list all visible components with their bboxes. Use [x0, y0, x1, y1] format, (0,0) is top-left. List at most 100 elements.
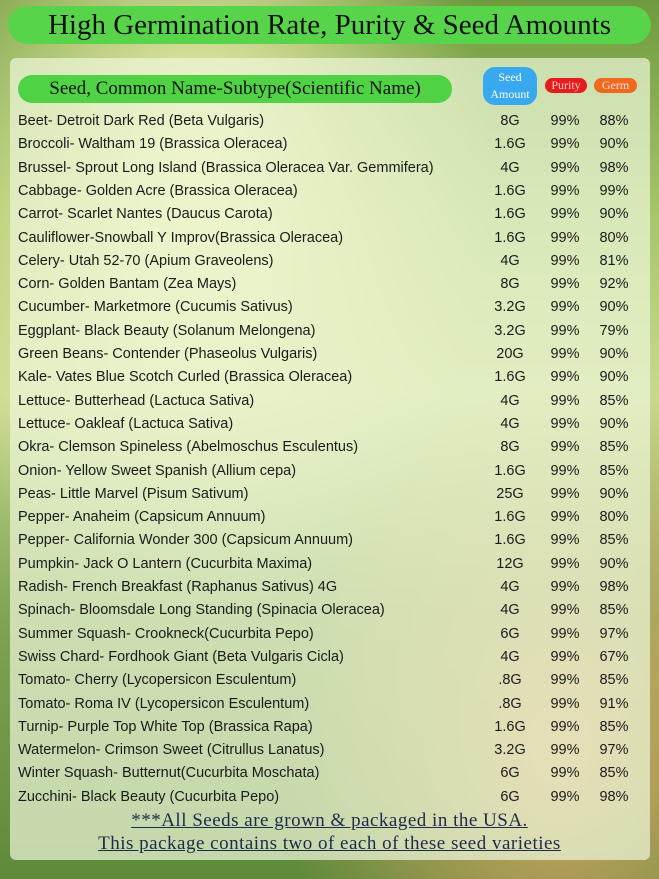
table-cell: 6G: [500, 788, 520, 805]
table-cell: 1.6G: [494, 532, 526, 549]
table-cell: 85%: [599, 532, 629, 549]
table-cell: 79%: [599, 322, 629, 339]
table-cell: 90%: [599, 369, 629, 386]
table-cell: 4G: [500, 252, 520, 269]
table-cell: 99%: [550, 648, 580, 665]
table-cell: 90%: [599, 346, 629, 362]
table-cell: 1.6G: [494, 136, 526, 153]
table-cell: 99%: [550, 485, 580, 502]
seed-name: Celery- Utah 52-70 (Apium Graveolens): [18, 252, 274, 269]
table-cell: 80%: [599, 509, 629, 526]
table-cell: 8G: [500, 113, 520, 129]
table-cell: 6G: [500, 625, 520, 642]
table-cell: 85%: [599, 392, 629, 409]
table-cell: 3.2G: [494, 322, 526, 339]
table-cell: 99%: [550, 695, 580, 712]
table-cell: 99%: [550, 555, 580, 572]
table-cell: 99%: [599, 182, 629, 199]
seed-name: Cucumber- Marketmore (Cucumis Sativus): [18, 299, 293, 316]
table-cell: 98%: [599, 159, 629, 176]
table-cell: 90%: [599, 555, 629, 572]
table-cell: 1.6G: [494, 182, 526, 199]
table-cell: 99%: [550, 136, 580, 153]
seed-name: Broccoli- Waltham 19 (Brassica Oleracea): [18, 136, 288, 153]
table-cell: 99%: [550, 439, 580, 456]
table-cell: 85%: [599, 672, 629, 689]
table-cell: 4G: [500, 648, 520, 665]
table-cell: 99%: [550, 346, 580, 362]
table-cell: 99%: [550, 602, 580, 619]
seed-name: Lettuce- Oakleaf (Lactuca Sativa): [18, 415, 234, 432]
table-cell: 97%: [599, 742, 629, 759]
table-cell: 99%: [550, 532, 580, 549]
title: High Germination Rate, Purity & Seed Amo…: [8, 6, 651, 44]
table-cell: 99%: [550, 159, 580, 176]
table-cell: 99%: [550, 322, 580, 339]
table-cell: 99%: [550, 742, 580, 759]
table-cell: 1.6G: [494, 206, 526, 223]
table-cell: 99%: [550, 718, 580, 735]
seed-name: Pumpkin- Jack O Lantern (Cucurbita Maxim…: [18, 555, 313, 572]
seed-name: Peas- Little Marvel (Pisum Sativum): [18, 485, 249, 502]
table-cell: 97%: [599, 625, 629, 642]
seed-name: Eggplant- Black Beauty (Solanum Melongen…: [18, 322, 316, 339]
table-cell: 6G: [500, 765, 520, 782]
table-cell: 90%: [599, 415, 629, 432]
seed-name: Pepper- California Wonder 300 (Capsicum …: [18, 532, 354, 549]
table-cell: 98%: [599, 579, 629, 595]
seed-name: Turnip- Purple Top White Top (Brassica R…: [18, 718, 313, 735]
table-cell: 88%: [599, 113, 629, 129]
seed-name: Cabbage- Golden Acre (Brassica Oleracea): [18, 182, 298, 199]
table-cell: 90%: [599, 136, 629, 153]
seed-name: Winter Squash- Butternut(Cucurbita Mosch…: [18, 765, 320, 782]
table-cell: 91%: [599, 695, 629, 712]
table-cell: 1.6G: [494, 229, 526, 246]
seed-name: Tomato- Cherry (Lycopersicon Esculentum): [18, 672, 297, 689]
table-cell: 1.6G: [494, 718, 526, 735]
seed-name: Onion- Yellow Sweet Spanish (Allium cepa…: [18, 462, 297, 479]
seed-name: Pepper- Anaheim (Capsicum Annuum): [18, 509, 266, 526]
seed-name: Lettuce- Butterhead (Lactuca Sativa): [18, 392, 255, 409]
table-cell: 99%: [550, 299, 580, 316]
table-cell: 90%: [599, 206, 629, 223]
table-cell: 99%: [550, 182, 580, 199]
seed-name: Tomato- Roma IV (Lycopersicon Esculentum…: [18, 695, 310, 712]
table-cell: 99%: [550, 276, 580, 293]
table-cell: 99%: [550, 392, 580, 409]
seed-name: Green Beans- Contender (Phaseolus Vulgar…: [18, 346, 318, 362]
table-cell: 25G: [496, 485, 524, 502]
table-panel: [10, 58, 650, 860]
seed-name: Radish- French Breakfast (Raphanus Sativ…: [18, 579, 338, 595]
table-cell: 3.2G: [494, 742, 526, 759]
table-cell: .8G: [498, 695, 522, 712]
table-cell: 8G: [500, 276, 520, 293]
seed-name: Corn- Golden Bantam (Zea Mays): [18, 276, 237, 293]
seed-name: Beet- Detroit Dark Red (Beta Vulgaris): [18, 113, 265, 129]
table-cell: 99%: [550, 765, 580, 782]
table-cell: 80%: [599, 229, 629, 246]
table-cell: 99%: [550, 113, 580, 129]
table-cell: 4G: [500, 392, 520, 409]
table-cell: 99%: [550, 415, 580, 432]
table-cell: 67%: [599, 648, 629, 665]
seed-name: Summer Squash- Crookneck(Cucurbita Pepo): [18, 625, 314, 642]
seed-name: Spinach- Bloomsdale Long Standing (Spina…: [18, 602, 385, 619]
table-cell: 99%: [550, 462, 580, 479]
seed-name: Brussel- Sprout Long Island (Brassica Ol…: [18, 159, 434, 176]
table-cell: 99%: [550, 369, 580, 386]
table-cell: 90%: [599, 485, 629, 502]
table-cell: 99%: [550, 625, 580, 642]
table-cell: 85%: [599, 462, 629, 479]
column-header: Germ: [594, 78, 637, 93]
seed-name: Swiss Chard- Fordhook Giant (Beta Vulgar…: [18, 648, 344, 665]
seed-name: Carrot- Scarlet Nantes (Daucus Carota): [18, 206, 273, 223]
table-cell: 12G: [496, 555, 524, 572]
column-header: Seed Amount: [483, 67, 537, 105]
table-cell: 98%: [599, 788, 629, 805]
table-cell: 1.6G: [494, 509, 526, 526]
seed-name: Watermelon- Crimson Sweet (Citrullus Lan…: [18, 742, 325, 759]
table-cell: 99%: [550, 252, 580, 269]
seed-name: Cauliflower-Snowball Y Improv(Brassica O…: [18, 229, 344, 246]
column-header: Seed, Common Name-Subtype(Scientific Nam…: [18, 75, 452, 103]
